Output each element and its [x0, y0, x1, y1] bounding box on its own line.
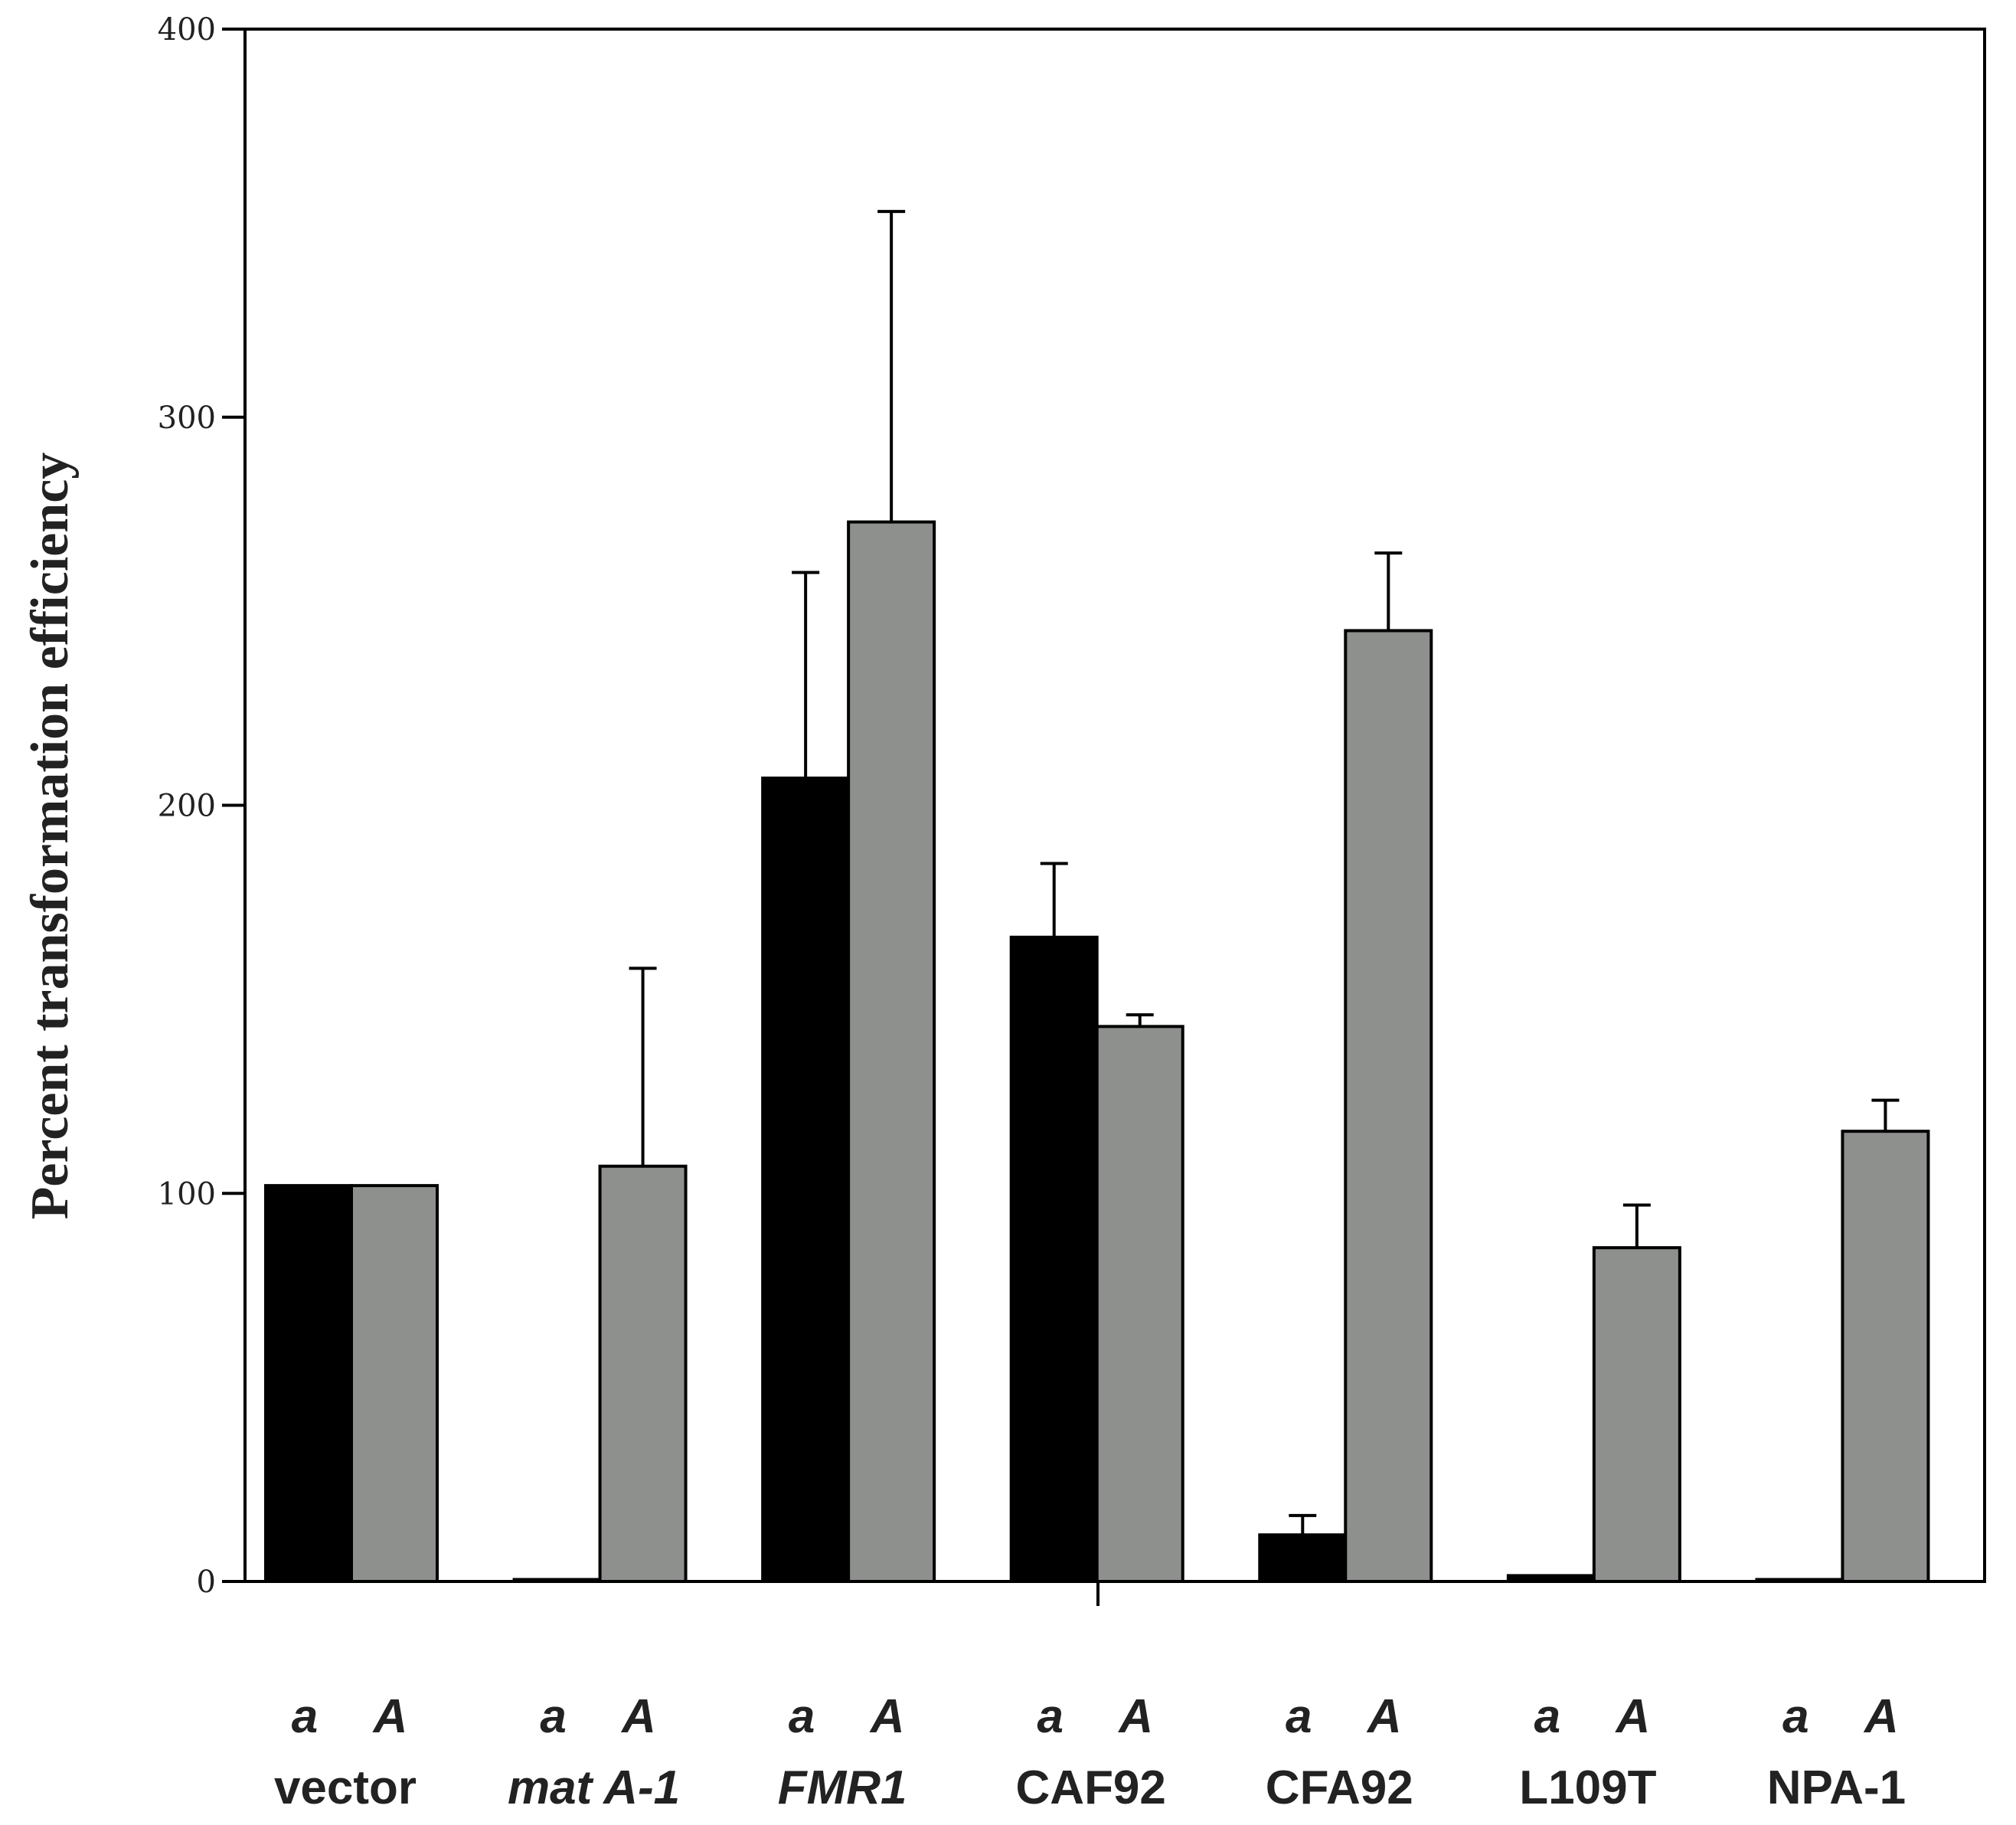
- category-label-part: mat: [508, 1761, 594, 1814]
- bar-A-vector: [350, 1184, 439, 1583]
- bar-A-cfa92: [1344, 629, 1433, 1583]
- category-label: L109T: [1519, 1761, 1656, 1814]
- y-tick-label: 400: [158, 12, 216, 47]
- mating-type-label: a: [789, 1690, 815, 1743]
- bar-a-vector: [264, 1184, 353, 1583]
- y-axis-title: Percent transformation efficiency: [21, 453, 80, 1220]
- bar-a-cfa92: [1258, 1533, 1348, 1583]
- bar-A-caf92: [1095, 1025, 1184, 1584]
- y-tick-label: 200: [158, 789, 216, 824]
- category-label-part: NPA-1: [1767, 1761, 1906, 1814]
- bar-A-l109t: [1592, 1246, 1681, 1583]
- bar-a-l109t: [1506, 1574, 1596, 1583]
- category-label: vector: [274, 1761, 417, 1814]
- bar-A-npa-1: [1841, 1130, 1930, 1584]
- mating-type-label: a: [1534, 1690, 1560, 1743]
- mating-type-label: A: [1863, 1690, 1899, 1743]
- category-label-part: A-1: [592, 1761, 680, 1814]
- category-label-part: CAF92: [1016, 1761, 1166, 1814]
- mating-type-label: a: [1782, 1690, 1809, 1743]
- category-label: FMR1: [778, 1761, 907, 1814]
- bars: [264, 520, 1930, 1584]
- category-label: NPA-1: [1767, 1761, 1906, 1814]
- bar-A-fmr1: [847, 520, 936, 1583]
- bar-a-caf92: [1009, 935, 1099, 1584]
- category-label: CAF92: [1016, 1761, 1166, 1814]
- bar-a-npa-1: [1755, 1578, 1844, 1584]
- mating-type-label: A: [869, 1690, 905, 1743]
- mating-type-label: a: [292, 1690, 318, 1743]
- category-label-part: FMR1: [778, 1761, 907, 1814]
- category-label-part: L109T: [1519, 1761, 1656, 1814]
- y-tick-label: 0: [197, 1565, 216, 1600]
- mating-type-label: a: [1037, 1690, 1063, 1743]
- mating-type-label: A: [1614, 1690, 1650, 1743]
- mating-type-label: a: [1286, 1690, 1312, 1743]
- mating-type-label: A: [1117, 1690, 1153, 1743]
- mating-type-label: a: [540, 1690, 566, 1743]
- bar-A-mat-a-1: [598, 1164, 688, 1583]
- bar-a-mat-a-1: [512, 1578, 602, 1584]
- y-tick-label: 300: [158, 401, 216, 436]
- mating-type-label: A: [1366, 1690, 1402, 1743]
- error-bars: [629, 210, 1900, 1536]
- mating-type-label: A: [620, 1690, 656, 1743]
- bar-a-fmr1: [761, 777, 851, 1584]
- y-tick-label: 100: [158, 1176, 216, 1212]
- category-label: CFA92: [1266, 1761, 1413, 1814]
- labels: Percent transformation efficiency a Avecto…: [21, 453, 1906, 1814]
- category-label-part: vector: [274, 1761, 417, 1814]
- mating-type-label: A: [372, 1690, 408, 1743]
- category-label: mat A-1: [508, 1761, 680, 1814]
- category-label-part: CFA92: [1266, 1761, 1413, 1814]
